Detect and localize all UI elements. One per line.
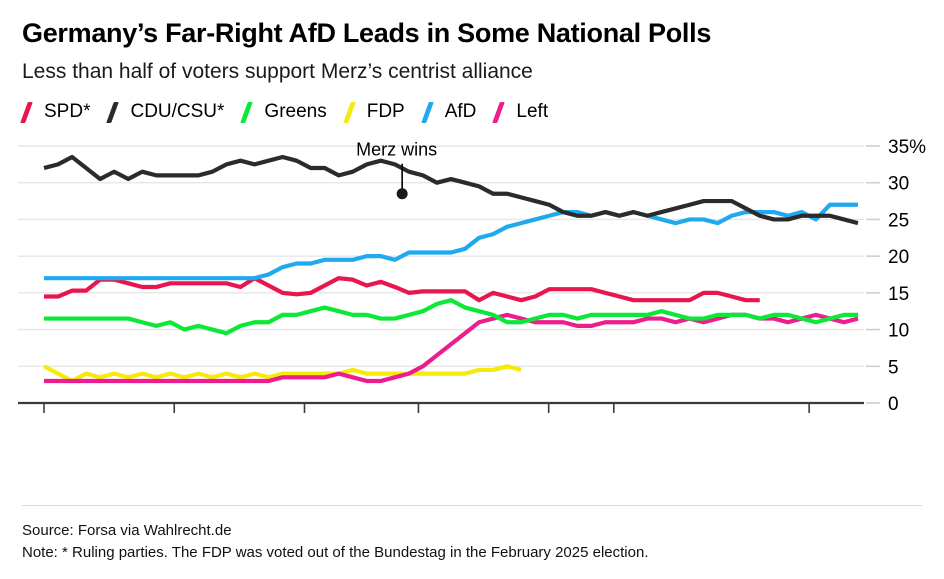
- annotation-label-merz-wins: Merz wins: [356, 140, 437, 160]
- legend-label: AfD: [444, 101, 477, 122]
- page-title: Germany’s Far-Right AfD Leads in Some Na…: [22, 18, 712, 48]
- legend-label: SPD*: [44, 101, 91, 122]
- chart-legend: SPD* CDU/CSU* Greens FDP AfD Left: [20, 99, 566, 125]
- methodology-note: Note: * Ruling parties. The FDP was vote…: [22, 544, 649, 561]
- series-line-left[interactable]: [44, 312, 859, 384]
- series-line-fdp[interactable]: [43, 364, 522, 384]
- legend-label: CDU/CSU*: [130, 101, 225, 122]
- footer-divider: [22, 505, 922, 506]
- legend-label: Greens: [264, 101, 327, 122]
- legend-item-spd[interactable]: SPD*: [20, 101, 91, 123]
- chart-area: 05101520253035%Sep2024NovJan2025MarMayJu…: [0, 128, 944, 418]
- series-line-greens[interactable]: [44, 298, 858, 336]
- legend-item-fdp[interactable]: FDP: [342, 101, 405, 123]
- y-tick-label: 15: [888, 284, 909, 305]
- legend-item-cducsu[interactable]: CDU/CSU*: [106, 101, 225, 123]
- y-tick-label: 20: [888, 247, 909, 268]
- chart-footer: Source: Forsa via Wahlrecht.de Note: * R…: [22, 520, 648, 564]
- series-line-spd[interactable]: [44, 276, 760, 303]
- y-tick-label: 0: [888, 394, 899, 415]
- legend-item-greens[interactable]: Greens: [240, 101, 327, 123]
- legend-item-afd[interactable]: AfD: [420, 101, 477, 123]
- series-line-cducsu[interactable]: [43, 154, 859, 226]
- y-tick-label: 30: [888, 174, 909, 195]
- line-chart: 05101520253035%Sep2024NovJan2025MarMayJu…: [18, 137, 926, 415]
- legend-item-left[interactable]: Left: [492, 101, 549, 123]
- y-tick-label: 5: [888, 357, 899, 378]
- annotation-marker-dot: [396, 188, 408, 200]
- legend-label: FDP: [366, 101, 405, 122]
- legend-slash-icon: [492, 101, 510, 123]
- y-tick-label: 35%: [888, 137, 926, 158]
- page-subtitle: Less than half of voters support Merz’s …: [22, 60, 533, 83]
- legend-label: Left: [516, 101, 549, 122]
- source-note: Source: Forsa via Wahlrecht.de: [22, 522, 232, 539]
- legend-slash-icon: [420, 101, 439, 123]
- series-line-afd[interactable]: [44, 202, 858, 281]
- y-tick-label: 10: [888, 321, 909, 342]
- y-tick-label: 25: [888, 210, 909, 231]
- legend-slash-icon: [240, 101, 258, 123]
- legend-slash-icon: [106, 101, 124, 123]
- legend-slash-icon: [342, 101, 361, 123]
- legend-slash-icon: [20, 101, 38, 123]
